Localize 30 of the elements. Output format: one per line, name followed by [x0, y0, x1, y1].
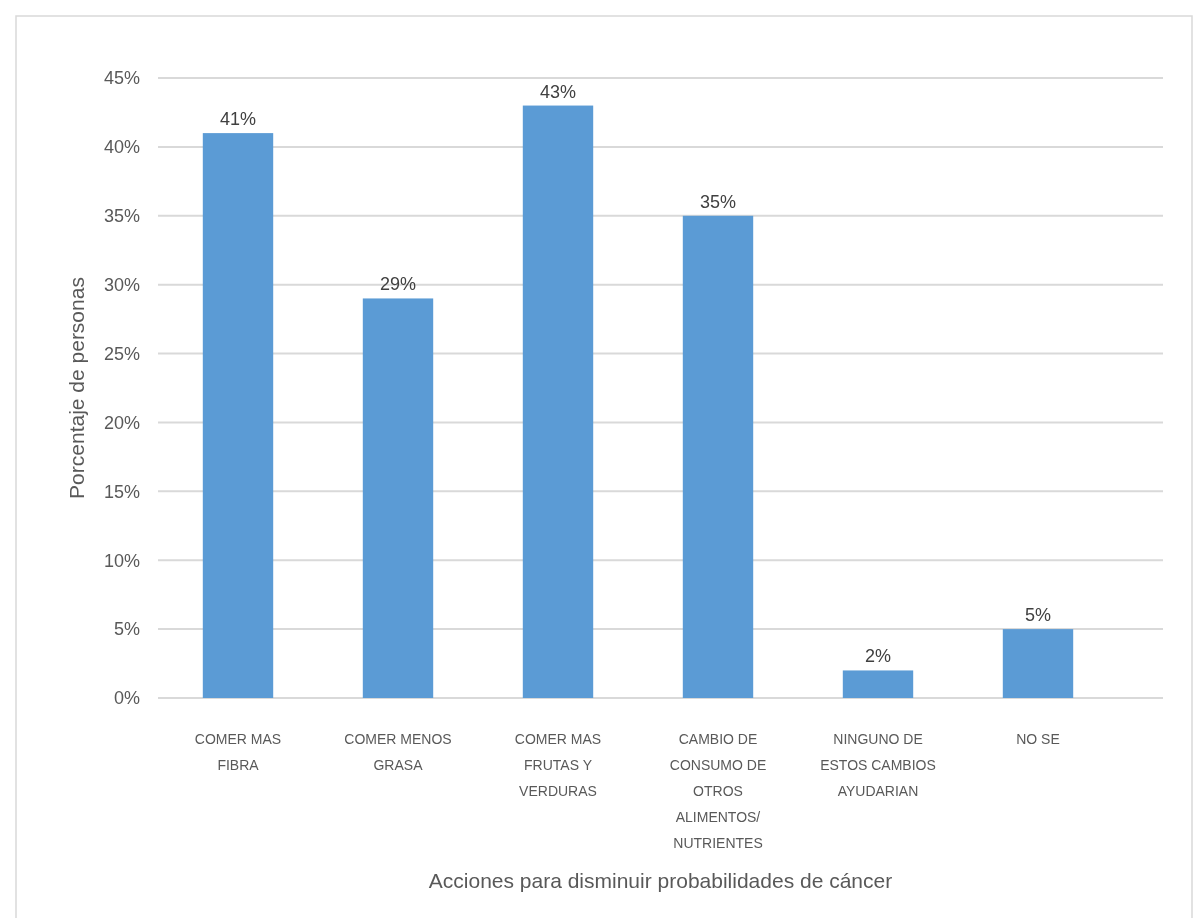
bar [362, 298, 434, 698]
x-tick-label: CAMBIO DE CONSUMO DE OTROS ALIMENTOS/ NUTRIENTES [669, 731, 767, 851]
y-tick-label: 45% [103, 68, 140, 89]
y-tick-label: 25% [103, 343, 140, 364]
y-tick-label: 20% [103, 412, 140, 433]
y-tick-label: 5% [113, 619, 140, 640]
x-tick-label: COMER MAS FIBRA [194, 731, 282, 773]
x-axis-title: Acciones para disminuir probabilidades de cáncer [428, 869, 893, 892]
bar [1002, 629, 1074, 698]
y-tick-label: 40% [103, 137, 140, 158]
x-tick-label: NINGUNO DE ESTOS CAMBIOS AYUDARIAN [820, 731, 936, 799]
bar [522, 105, 594, 698]
bar [682, 215, 754, 698]
y-axis-title: Porcentaje de personas [65, 277, 88, 499]
y-tick-label: 35% [103, 206, 140, 227]
y-tick-label: 0% [113, 688, 140, 709]
x-tick-label: COMER MAS FRUTAS Y VERDURAS [514, 731, 602, 799]
data-label: 2% [864, 646, 892, 667]
y-tick-label: 15% [103, 481, 140, 502]
x-tick-label: NO SE [1016, 731, 1060, 747]
y-tick-label: 10% [103, 550, 140, 571]
bar [202, 133, 274, 698]
data-label: 41% [219, 109, 257, 130]
data-label: 5% [1024, 605, 1052, 626]
bar [842, 670, 914, 698]
data-label: 43% [539, 81, 577, 102]
data-label: 29% [379, 274, 417, 295]
data-label: 35% [699, 191, 737, 212]
x-tick-label: COMER MENOS GRASA [344, 731, 452, 773]
y-tick-label: 30% [103, 274, 140, 295]
